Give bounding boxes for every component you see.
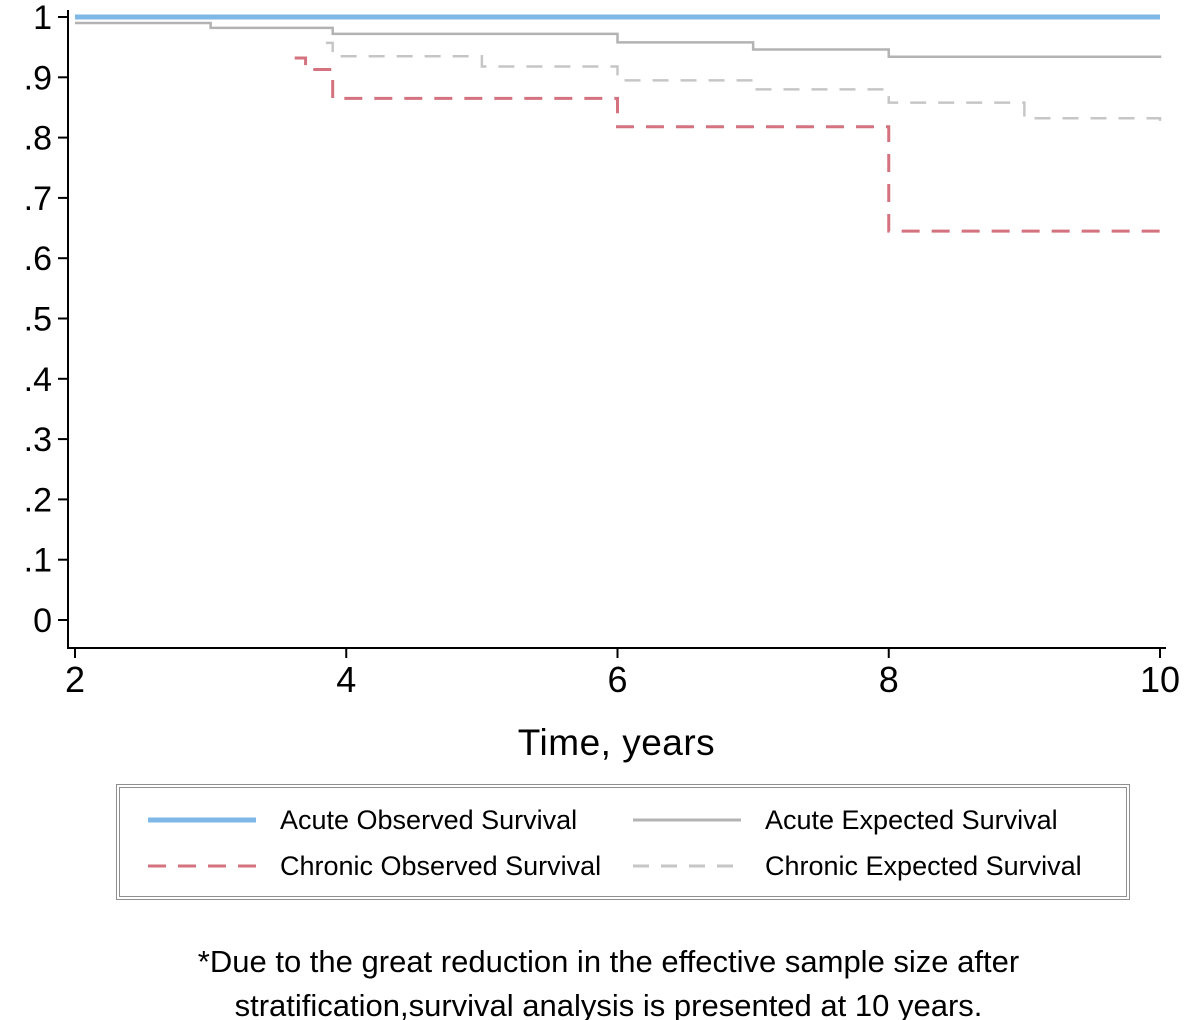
svg-text:.2: .2: [24, 481, 52, 519]
legend-entry-acute-expected: Acute Expected Survival: [631, 804, 1116, 836]
legend-entry-acute-observed: Acute Observed Survival: [146, 804, 631, 836]
svg-text:6: 6: [607, 659, 627, 700]
footnote-line-1: *Due to the great reduction in the effec…: [197, 944, 1020, 979]
svg-text:.4: .4: [24, 361, 52, 399]
svg-text:8: 8: [879, 659, 899, 700]
svg-text:2: 2: [65, 659, 85, 700]
legend-line-chronic-observed: [146, 858, 258, 874]
svg-text:.6: .6: [24, 240, 52, 278]
x-axis-label: Time, years: [517, 722, 716, 763]
legend-label-chronic-observed: Chronic Observed Survival: [280, 850, 602, 881]
footnote: *Due to the great reduction in the effec…: [30, 940, 1187, 1020]
legend-label-acute-expected: Acute Expected Survival: [765, 804, 1058, 835]
svg-text:0: 0: [33, 602, 52, 640]
svg-text:10: 10: [1140, 659, 1180, 700]
legend-label-chronic-expected: Chronic Expected Survival: [765, 850, 1082, 881]
svg-text:.3: .3: [24, 421, 52, 459]
svg-text:.5: .5: [24, 301, 52, 339]
legend-entry-chronic-expected: Chronic Expected Survival: [631, 850, 1116, 882]
svg-text:1: 1: [33, 0, 52, 37]
svg-text:.1: .1: [24, 542, 52, 580]
legend-line-chronic-expected: [631, 858, 743, 874]
svg-text:.8: .8: [24, 120, 52, 158]
svg-text:.7: .7: [24, 180, 52, 218]
legend-label-acute-observed: Acute Observed Survival: [280, 804, 578, 835]
survival-plot-svg: 0 .1 .2 .3 .4 .5 .6 .7 .8 .9 1 2 4 6 8 10: [24, 0, 1180, 700]
legend-line-acute-observed: [146, 812, 258, 828]
svg-text:4: 4: [336, 659, 356, 700]
svg-text:.9: .9: [24, 59, 52, 97]
legend: Acute Observed Survival Acute Expected S…: [116, 784, 1130, 900]
legend-line-acute-expected: [631, 812, 743, 828]
footnote-line-2: stratification,survival analysis is pres…: [234, 988, 983, 1020]
legend-entry-chronic-observed: Chronic Observed Survival: [146, 850, 631, 882]
